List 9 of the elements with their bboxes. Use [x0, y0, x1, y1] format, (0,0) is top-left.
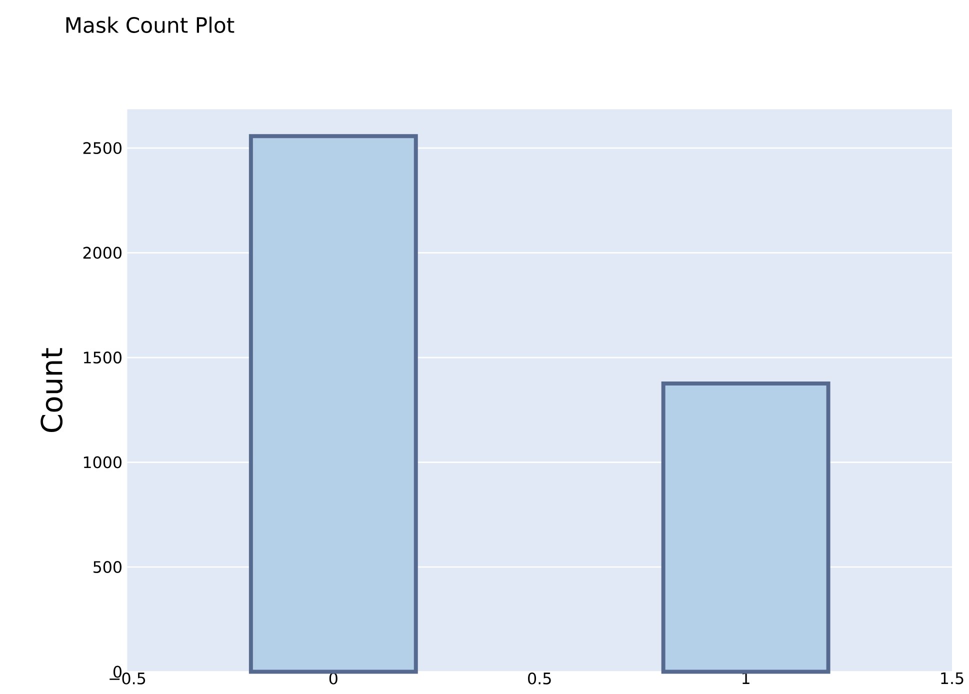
y-axis-title: Count	[40, 348, 63, 432]
y-tick-label: 2500	[83, 142, 122, 154]
y-tick-label: 2000	[83, 246, 122, 259]
x-tick-label: 1.5	[941, 672, 964, 684]
y-tick-label: 1000	[84, 456, 122, 468]
y-tick-label: 500	[94, 561, 122, 574]
x-tick-label: 0.5	[528, 672, 551, 685]
y-tick-label: 1500	[84, 352, 122, 364]
chart-title: Mask Count Plot	[66, 16, 234, 34]
